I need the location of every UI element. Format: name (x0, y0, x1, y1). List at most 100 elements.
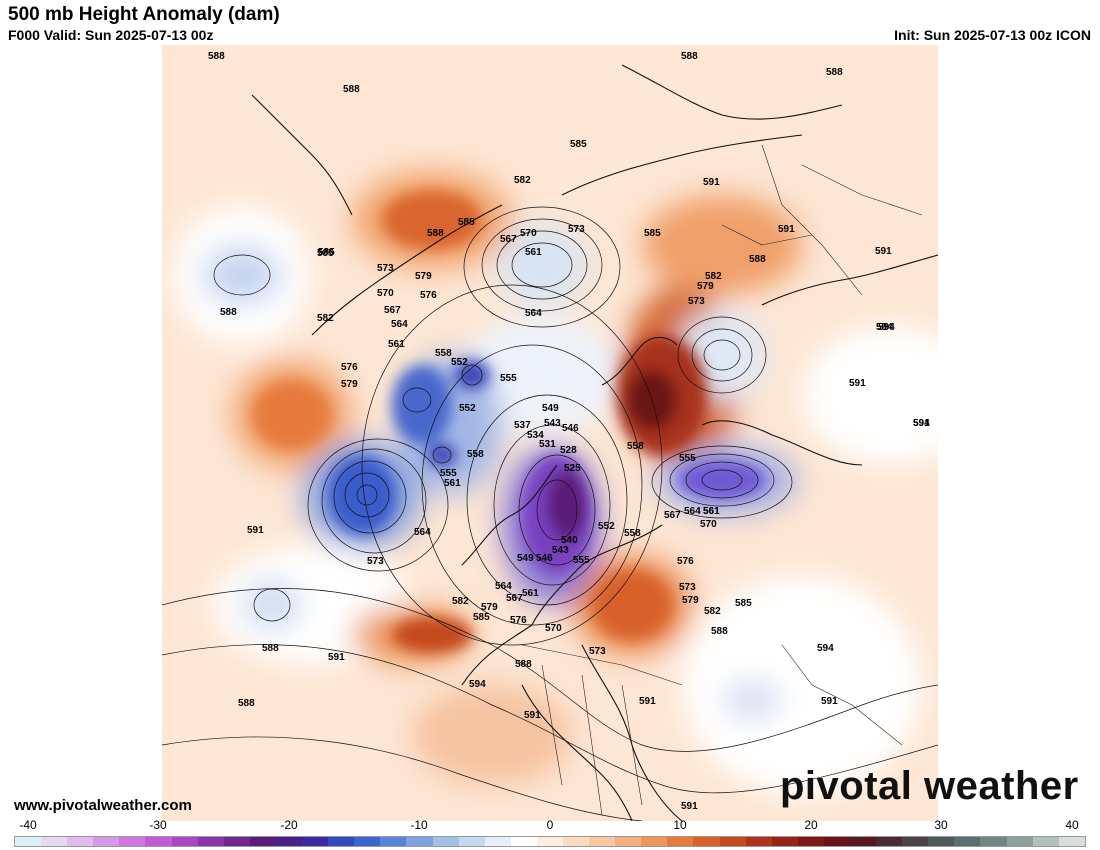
contour-label: 564 (525, 308, 542, 319)
contour-label: 585 (473, 612, 490, 623)
contour-label: 531 (539, 439, 556, 450)
colorbar-cell (145, 837, 172, 846)
colorbar-cell (119, 837, 146, 846)
anomaly-map: 588 588 588 585 588 585 582 585 570 573 … (162, 45, 938, 821)
contour-label: 579 (415, 271, 432, 282)
colorbar-cell (15, 837, 42, 846)
colorbar-cell (797, 837, 824, 846)
colorbar-cell (536, 837, 563, 846)
contour-label: 537 (514, 420, 531, 431)
contour-label: 588 (826, 67, 843, 78)
valid-time: F000 Valid: Sun 2025-07-13 00z (8, 27, 214, 43)
contour-label: 555 (679, 453, 696, 464)
contour-label: 594 (913, 418, 930, 429)
contour-label: 570 (520, 228, 537, 239)
contour-label: 591 (681, 801, 698, 812)
colorbar-cell (876, 837, 903, 846)
contour-label: 564 (684, 506, 701, 517)
contour-label: 564 (391, 319, 408, 330)
contour-label: 585 (735, 598, 752, 609)
colorbar-tick: 40 (1065, 818, 1079, 832)
contour-label: 585 (644, 228, 661, 239)
colorbar-cell (667, 837, 694, 846)
colorbar-cell (719, 837, 746, 846)
contour-label: 591 (821, 696, 838, 707)
contour-label: 588 (515, 659, 532, 670)
website-url: www.pivotalweather.com (14, 797, 192, 814)
contour-label: 564 (495, 581, 512, 592)
contour-label: 549 (517, 553, 534, 564)
colorbar-cell (275, 837, 303, 846)
contour-label: 576 (510, 615, 527, 626)
contour-label: 588 (208, 51, 225, 62)
colorbar-cell (641, 837, 668, 846)
contour-label: 585 (458, 217, 475, 228)
colorbar-tick: -40 (19, 818, 37, 832)
colorbar-cell (928, 837, 955, 846)
contour-label: 573 (679, 582, 696, 593)
contour-label: 588 (681, 51, 698, 62)
contour-label: 582 (705, 271, 722, 282)
contour-label: 588 (749, 254, 766, 265)
contour-label: 540 (561, 535, 578, 546)
colorbar-cell (615, 837, 642, 846)
contour-label: 558 (467, 449, 484, 460)
contour-label: 546 (536, 553, 553, 564)
height-contours (162, 206, 938, 821)
contour-label: 558 (435, 348, 452, 359)
colorbar-tick: -30 (149, 818, 167, 832)
contour-label: 579 (481, 602, 498, 613)
contour-label: 588 (220, 307, 237, 318)
brand-logo: pivotal weather (780, 764, 1079, 808)
colorbar-cell (589, 837, 616, 846)
contour-label: 591 (524, 710, 541, 721)
contour-label: 567 (500, 234, 517, 245)
contour-label: 561 (703, 506, 720, 517)
contour-label: 591 (913, 418, 930, 429)
colorbar-cell (432, 837, 459, 846)
contour-label: 579 (682, 595, 699, 606)
contour-label: 555 (440, 468, 457, 479)
colorbar-tick: 0 (546, 818, 554, 832)
colorbar-tick: 10 (673, 818, 687, 832)
colorbar-cell (1006, 837, 1033, 846)
contour-label: 543 (544, 418, 561, 429)
colorbar-cell (67, 837, 94, 846)
contour-label: 567 (506, 593, 523, 604)
colorbar-cell (41, 837, 68, 846)
contour-label: 576 (420, 290, 437, 301)
contour-label: 585 (317, 248, 334, 259)
contour-label: 585 (570, 139, 587, 150)
contour-label: 561 (703, 506, 720, 517)
contour-label: 555 (500, 373, 517, 384)
contour-label: 582 (514, 175, 531, 186)
colorbar-cell (484, 837, 511, 846)
contour-label: 585 (318, 247, 335, 258)
colorbar-cell (980, 837, 1007, 846)
contour-label: 588 (238, 698, 255, 709)
contour-label: 567 (664, 510, 681, 521)
colorbar-cell (562, 837, 590, 846)
contour-label: 528 (560, 445, 577, 456)
contour-label: 543 (552, 545, 569, 556)
colorbar-cell (249, 837, 276, 846)
colorbar-cell (850, 837, 877, 846)
colorbar-cell (197, 837, 224, 846)
colorbar-cell (328, 837, 355, 846)
colorbar-cell (171, 837, 198, 846)
contour-label: 570 (700, 519, 717, 530)
contour-label: 591 (247, 525, 264, 536)
colorbar-ticks: -40 -30 -20 -10 0 10 20 30 40 (0, 818, 1100, 836)
contour-label: 534 (527, 430, 544, 441)
contour-label: 594 (876, 322, 893, 333)
contour-label: 561 (444, 478, 461, 489)
contour-label: 564 (414, 527, 431, 538)
contour-label: 591 (639, 696, 656, 707)
contour-label: 558 (627, 441, 644, 452)
colorbar-cell (302, 837, 329, 846)
contour-label: 561 (522, 588, 539, 599)
colorbar-tick: -20 (280, 818, 298, 832)
contour-label: 555 (573, 555, 590, 566)
colorbar (14, 836, 1086, 847)
contour-label: 588 (343, 84, 360, 95)
